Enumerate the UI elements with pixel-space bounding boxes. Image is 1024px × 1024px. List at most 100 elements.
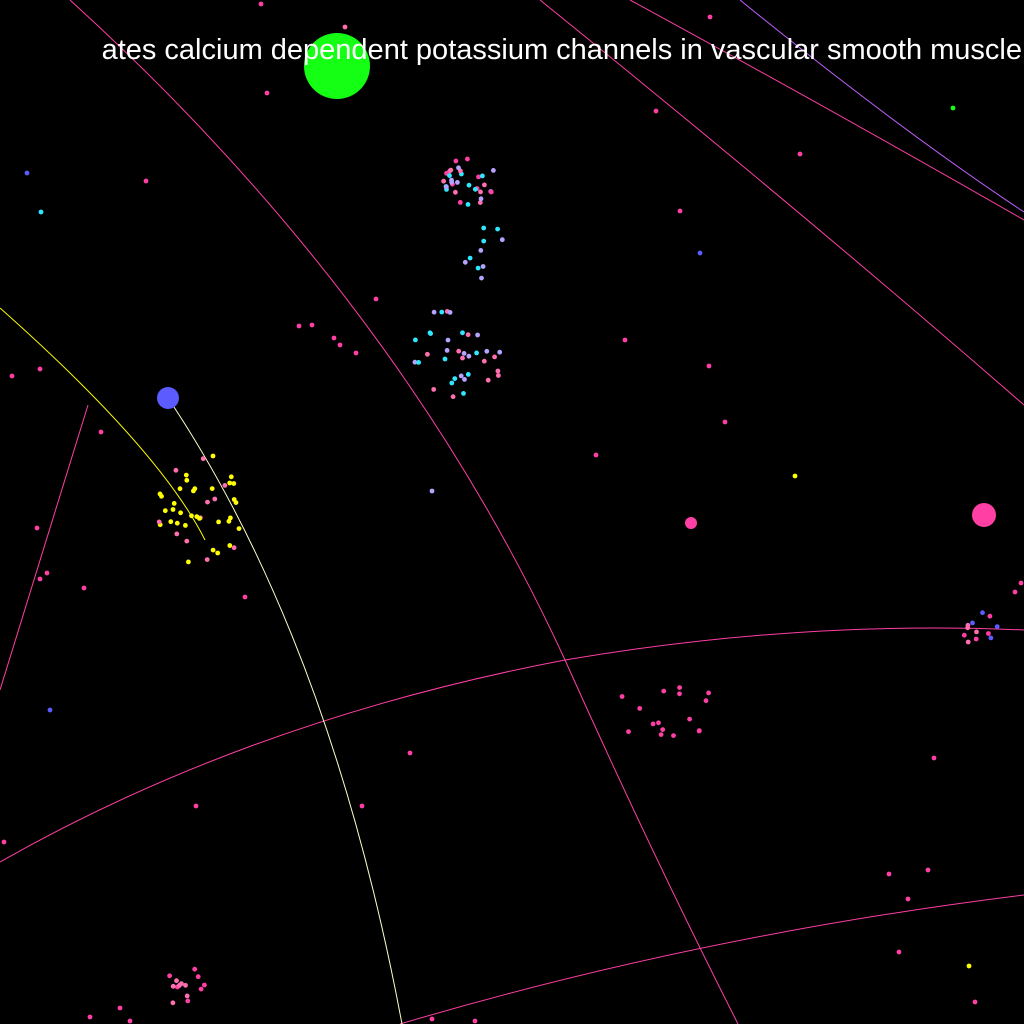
cluster-node[interactable] [231,545,237,551]
scatter-node[interactable] [117,1005,123,1011]
scatter-node[interactable] [47,707,53,713]
cluster-node[interactable] [177,983,182,988]
cluster-node[interactable] [465,202,471,207]
cluster-node[interactable] [439,309,445,315]
cluster-node[interactable] [474,350,479,356]
scatter-node[interactable] [359,803,365,809]
scatter-node[interactable] [143,178,149,184]
scatter-node[interactable] [1,839,7,845]
cluster-node[interactable] [216,519,222,525]
cluster-node[interactable] [980,610,985,616]
cluster-node[interactable] [475,265,481,271]
scatter-node[interactable] [707,14,713,20]
cluster-node[interactable] [458,373,464,379]
cluster-node[interactable] [453,158,459,164]
cluster-node[interactable] [650,721,656,727]
cluster-node[interactable] [210,453,216,459]
cluster-node[interactable] [480,264,486,269]
cluster-node[interactable] [204,557,210,562]
cluster-node[interactable] [202,982,207,988]
cluster-node[interactable] [228,515,233,521]
scatter-node[interactable] [296,323,302,329]
cluster-node[interactable] [467,255,473,261]
hub-node[interactable] [157,387,179,409]
cluster-node[interactable] [231,481,237,486]
cluster-node[interactable] [453,189,458,195]
scatter-node[interactable] [653,108,659,114]
cluster-node[interactable] [491,168,496,173]
scatter-node[interactable] [722,419,728,425]
cluster-node[interactable] [988,635,994,641]
cluster-node[interactable] [157,491,163,497]
cluster-node[interactable] [462,377,467,382]
cluster-node[interactable] [484,348,490,354]
cluster-node[interactable] [228,474,234,480]
scatter-node[interactable] [37,576,43,582]
scatter-node[interactable] [429,1016,435,1022]
scatter-node[interactable] [677,208,683,214]
cluster-node[interactable] [236,526,242,531]
cluster-node[interactable] [174,978,179,984]
scatter-node[interactable] [127,1018,133,1024]
cluster-node[interactable] [189,513,194,519]
cluster-node[interactable] [222,483,228,488]
cluster-node[interactable] [447,173,452,179]
scatter-node[interactable] [331,335,337,341]
scatter-node[interactable] [34,525,40,531]
cluster-node[interactable] [444,184,449,190]
cluster-node[interactable] [452,376,458,381]
cluster-node[interactable] [478,189,483,195]
scatter-node[interactable] [407,750,413,756]
cluster-node[interactable] [162,508,168,514]
scatter-node[interactable] [309,322,315,328]
cluster-node[interactable] [482,182,487,188]
cluster-node[interactable] [192,966,198,972]
cluster-node[interactable] [174,531,180,537]
scatter-node[interactable] [697,250,703,256]
cluster-node[interactable] [656,720,661,726]
cluster-node[interactable] [170,507,176,512]
scatter-node[interactable] [242,594,248,600]
hub-node[interactable] [972,503,996,527]
scatter-node[interactable] [373,296,379,302]
scatter-node[interactable] [925,867,931,873]
cluster-node[interactable] [465,332,471,338]
cluster-node[interactable] [210,547,216,553]
cluster-node[interactable] [173,467,179,473]
cluster-node[interactable] [465,156,470,162]
scatter-node[interactable] [950,105,956,111]
cluster-node[interactable] [425,351,430,357]
scatter-node[interactable] [38,209,44,215]
cluster-node[interactable] [416,360,421,365]
cluster-node[interactable] [492,354,497,360]
cluster-node[interactable] [466,353,472,359]
cluster-node[interactable] [974,629,979,635]
cluster-node[interactable] [495,368,501,374]
cluster-node[interactable] [476,174,481,180]
cluster-node[interactable] [677,691,682,697]
cluster-node[interactable] [481,238,487,244]
cluster-node[interactable] [449,380,455,386]
cluster-node[interactable] [205,499,210,505]
scatter-node[interactable] [966,963,972,969]
cluster-node[interactable] [448,167,454,173]
cluster-node[interactable] [973,636,979,642]
cluster-node[interactable] [413,337,418,343]
cluster-node[interactable] [987,613,993,619]
cluster-node[interactable] [965,639,971,645]
cluster-node[interactable] [687,716,692,722]
scatter-node[interactable] [353,350,359,356]
cluster-node[interactable] [481,358,487,364]
cluster-node[interactable] [970,620,975,626]
cluster-node[interactable] [456,165,461,171]
cluster-node[interactable] [444,348,450,353]
scatter-node[interactable] [706,363,712,369]
cluster-node[interactable] [706,690,711,696]
cluster-node[interactable] [171,501,177,506]
cluster-node[interactable] [660,727,666,732]
cluster-node[interactable] [227,480,233,486]
cluster-node[interactable] [447,310,453,315]
cluster-node[interactable] [209,486,215,491]
cluster-node[interactable] [626,729,631,735]
scatter-node[interactable] [896,949,902,955]
